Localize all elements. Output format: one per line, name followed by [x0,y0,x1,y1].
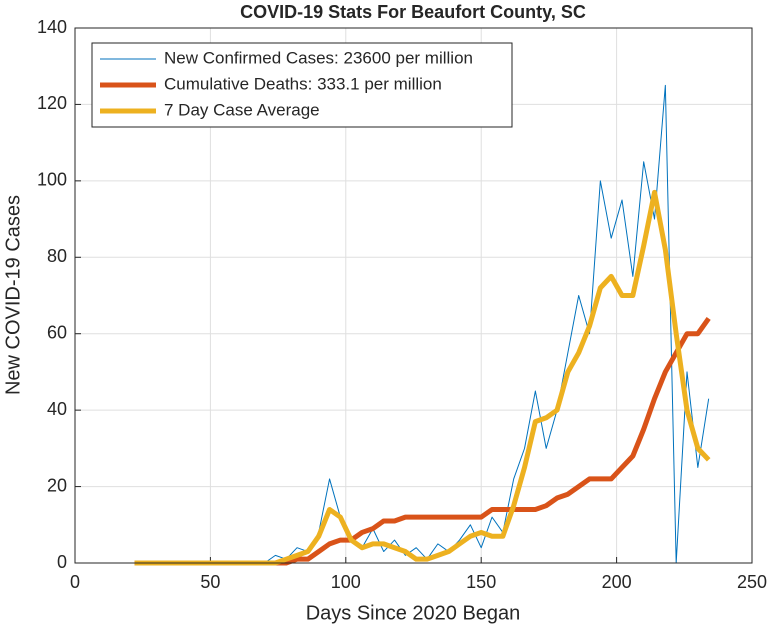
x-tick-label: 100 [331,572,361,592]
y-tick-label: 100 [37,170,67,190]
y-tick-label: 120 [37,93,67,113]
legend-box [91,42,513,128]
x-tick-label: 0 [70,572,80,592]
chart-title: COVID-19 Stats For Beaufort County, SC [240,2,586,22]
x-tick-label: 150 [466,572,496,592]
x-tick-label: 250 [737,572,767,592]
y-axis-label: New COVID-19 Cases [2,195,24,395]
y-tick-label: 40 [47,399,67,419]
x-tick-label: 50 [200,572,220,592]
y-tick-label: 60 [47,322,67,342]
legend-label: New Confirmed Cases: 23600 per million [164,48,473,67]
legend-label: 7 Day Case Average [164,100,320,119]
x-tick-label: 200 [602,572,632,592]
y-tick-label: 140 [37,17,67,37]
legend-label: Cumulative Deaths: 333.1 per million [164,74,442,93]
x-axis-label: Days Since 2020 Began [306,602,521,624]
axes-box [74,27,753,564]
y-tick-label: 80 [47,246,67,266]
y-tick-label: 20 [47,475,67,495]
y-tick-label: 0 [57,552,67,572]
